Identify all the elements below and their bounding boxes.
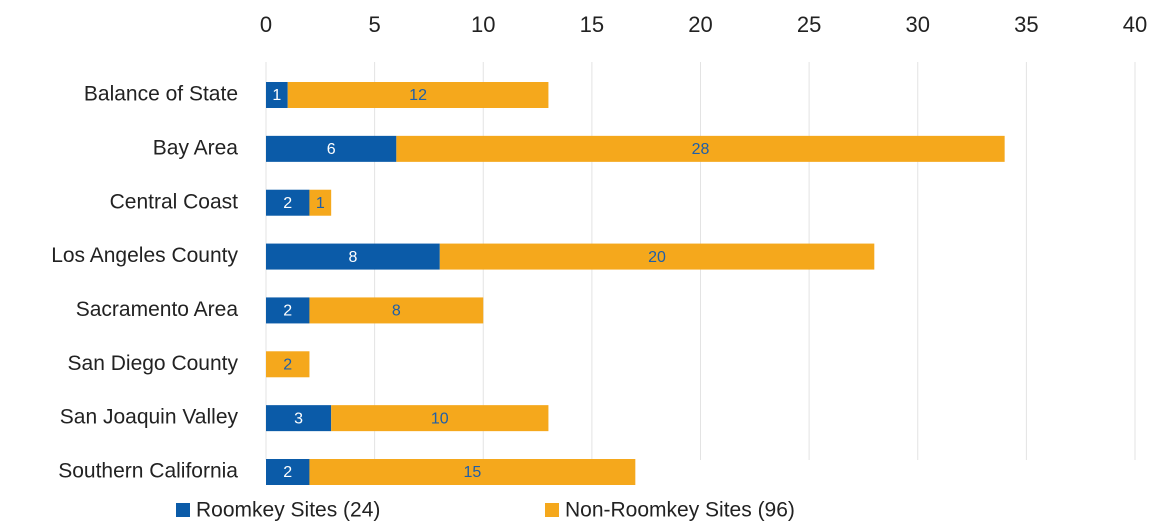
category-label: Central Coast [110, 190, 239, 213]
category-label: Los Angeles County [51, 244, 238, 267]
category-label: Sacramento Area [76, 298, 239, 321]
data-label: 1 [316, 195, 325, 212]
bar-segment [331, 405, 549, 432]
data-label: 2 [283, 303, 292, 320]
bar-segment [287, 82, 549, 108]
data-label: 8 [392, 303, 401, 320]
data-label: 8 [348, 249, 357, 266]
bar-segment [396, 135, 1005, 162]
bar-segment [266, 135, 397, 162]
data-label: 28 [692, 141, 710, 158]
data-label: 10 [431, 410, 449, 427]
bar-segment [266, 297, 310, 324]
x-tick-label: 20 [688, 12, 712, 37]
bar-segment [266, 405, 332, 432]
legend-swatch [176, 503, 190, 517]
data-label: 15 [463, 464, 481, 481]
x-tick-label: 15 [580, 12, 604, 37]
x-tick-label: 35 [1014, 12, 1038, 37]
legend-label: Non-Roomkey Sites (96) [565, 499, 795, 522]
data-label: 2 [283, 195, 292, 212]
data-label: 3 [294, 410, 303, 427]
bar-segment [309, 297, 484, 324]
data-label: 12 [409, 87, 427, 104]
data-label: 2 [283, 357, 292, 374]
bar-segment [309, 459, 636, 485]
bar-segment [266, 459, 310, 485]
data-label: 20 [648, 249, 666, 266]
category-label: San Diego County [68, 352, 239, 375]
category-label: Balance of State [84, 83, 238, 106]
x-tick-label: 0 [260, 12, 272, 37]
bar-segment [266, 82, 288, 108]
bar-segment [266, 189, 310, 216]
category-label: Southern California [58, 460, 238, 483]
x-tick-label: 10 [471, 12, 495, 37]
bar-segment [266, 351, 310, 378]
bar-segment [439, 243, 875, 270]
x-tick-label: 5 [369, 12, 381, 37]
category-label: San Joaquin Valley [60, 406, 239, 429]
x-tick-label: 25 [797, 12, 821, 37]
x-tick-label: 40 [1123, 12, 1147, 37]
bar-segment [309, 189, 332, 216]
x-tick-label: 30 [906, 12, 930, 37]
data-label: 1 [272, 87, 281, 104]
bar-segment [266, 243, 440, 270]
category-label: Bay Area [153, 136, 239, 159]
data-label: 6 [327, 141, 336, 158]
data-label: 2 [283, 464, 292, 481]
legend-swatch [545, 503, 559, 517]
legend-label: Roomkey Sites (24) [196, 499, 380, 522]
